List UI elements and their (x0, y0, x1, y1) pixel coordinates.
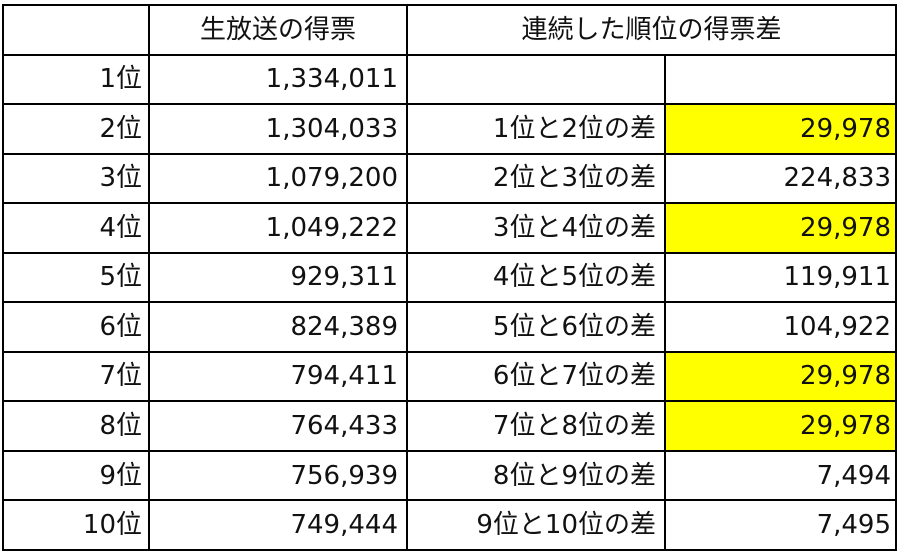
table-row: 3位 1,079,200 2位と3位の差 224,833 (2, 152, 898, 205)
diff-cell[interactable]: 7,494 (663, 449, 898, 502)
diff-cell[interactable]: 29,978 (663, 202, 898, 254)
table-row: 7位 794,411 6位と7位の差 29,978 (2, 350, 898, 403)
votes-cell[interactable]: 1,079,200 (148, 152, 408, 205)
pair-label-cell[interactable]: 7位と8位の差 (406, 400, 666, 452)
diff-cell[interactable]: 104,922 (663, 301, 898, 353)
rank-cell[interactable]: 6位 (2, 301, 150, 353)
pair-label-cell[interactable]: 4位と5位の差 (406, 251, 666, 304)
rank-cell[interactable]: 2位 (2, 103, 150, 155)
rank-cell[interactable]: 7位 (2, 350, 150, 403)
diff-cell[interactable]: 29,978 (663, 350, 898, 403)
votes-cell[interactable]: 764,433 (148, 400, 408, 452)
header-row: 生放送の得票 連続した順位の得票差 (2, 4, 898, 56)
table-row: 8位 764,433 7位と8位の差 29,978 (2, 400, 898, 452)
table-row: 9位 756,939 8位と9位の差 7,494 (2, 449, 898, 502)
votes-cell[interactable]: 929,311 (148, 251, 408, 304)
pair-label-cell[interactable]: 1位と2位の差 (406, 103, 666, 155)
diff-cell[interactable]: 29,978 (663, 103, 898, 155)
diff-cell[interactable]: 119,911 (663, 251, 898, 304)
diff-cell[interactable]: 224,833 (663, 152, 898, 205)
vote-table: 生放送の得票 連続した順位の得票差 1位 1,334,011 2位 1,304,033… (2, 4, 898, 551)
diff-cell[interactable] (663, 53, 898, 106)
rank-cell[interactable]: 8位 (2, 400, 150, 452)
votes-cell[interactable]: 824,389 (148, 301, 408, 353)
pair-label-cell[interactable]: 8位と9位の差 (406, 449, 666, 502)
votes-cell[interactable]: 1,334,011 (148, 53, 408, 106)
table-row: 2位 1,304,033 1位と2位の差 29,978 (2, 103, 898, 155)
table-row: 4位 1,049,222 3位と4位の差 29,978 (2, 202, 898, 254)
corner-cell[interactable] (2, 4, 150, 56)
pair-label-cell[interactable] (406, 53, 666, 106)
spreadsheet-table: 生放送の得票 連続した順位の得票差 1位 1,334,011 2位 1,304,033… (2, 4, 898, 551)
pair-label-cell[interactable]: 5位と6位の差 (406, 301, 666, 353)
rank-cell[interactable]: 5位 (2, 251, 150, 304)
pair-label-cell[interactable]: 2位と3位の差 (406, 152, 666, 205)
rank-cell[interactable]: 9位 (2, 449, 150, 502)
table-row: 1位 1,334,011 (2, 53, 898, 106)
votes-cell[interactable]: 794,411 (148, 350, 408, 403)
rank-cell[interactable]: 4位 (2, 202, 150, 254)
table-row: 6位 824,389 5位と6位の差 104,922 (2, 301, 898, 353)
gap-header[interactable]: 連続した順位の得票差 (405, 4, 898, 56)
table-body: 生放送の得票 連続した順位の得票差 1位 1,334,011 2位 1,304,033… (2, 4, 898, 551)
pair-label-cell[interactable]: 3位と4位の差 (406, 202, 666, 254)
votes-cell[interactable]: 749,444 (148, 499, 408, 551)
diff-cell[interactable]: 7,495 (663, 499, 898, 551)
table-row: 10位 749,444 9位と10位の差 7,495 (2, 499, 898, 551)
diff-cell[interactable]: 29,978 (663, 400, 898, 452)
votes-header[interactable]: 生放送の得票 (148, 4, 408, 56)
table-row: 5位 929,311 4位と5位の差 119,911 (2, 251, 898, 304)
votes-cell[interactable]: 1,049,222 (148, 202, 408, 254)
votes-cell[interactable]: 1,304,033 (148, 103, 408, 155)
rank-cell[interactable]: 1位 (2, 53, 150, 106)
votes-cell[interactable]: 756,939 (148, 449, 408, 502)
pair-label-cell[interactable]: 6位と7位の差 (406, 350, 666, 403)
rank-cell[interactable]: 10位 (2, 499, 150, 551)
rank-cell[interactable]: 3位 (2, 152, 150, 205)
pair-label-cell[interactable]: 9位と10位の差 (406, 499, 666, 551)
